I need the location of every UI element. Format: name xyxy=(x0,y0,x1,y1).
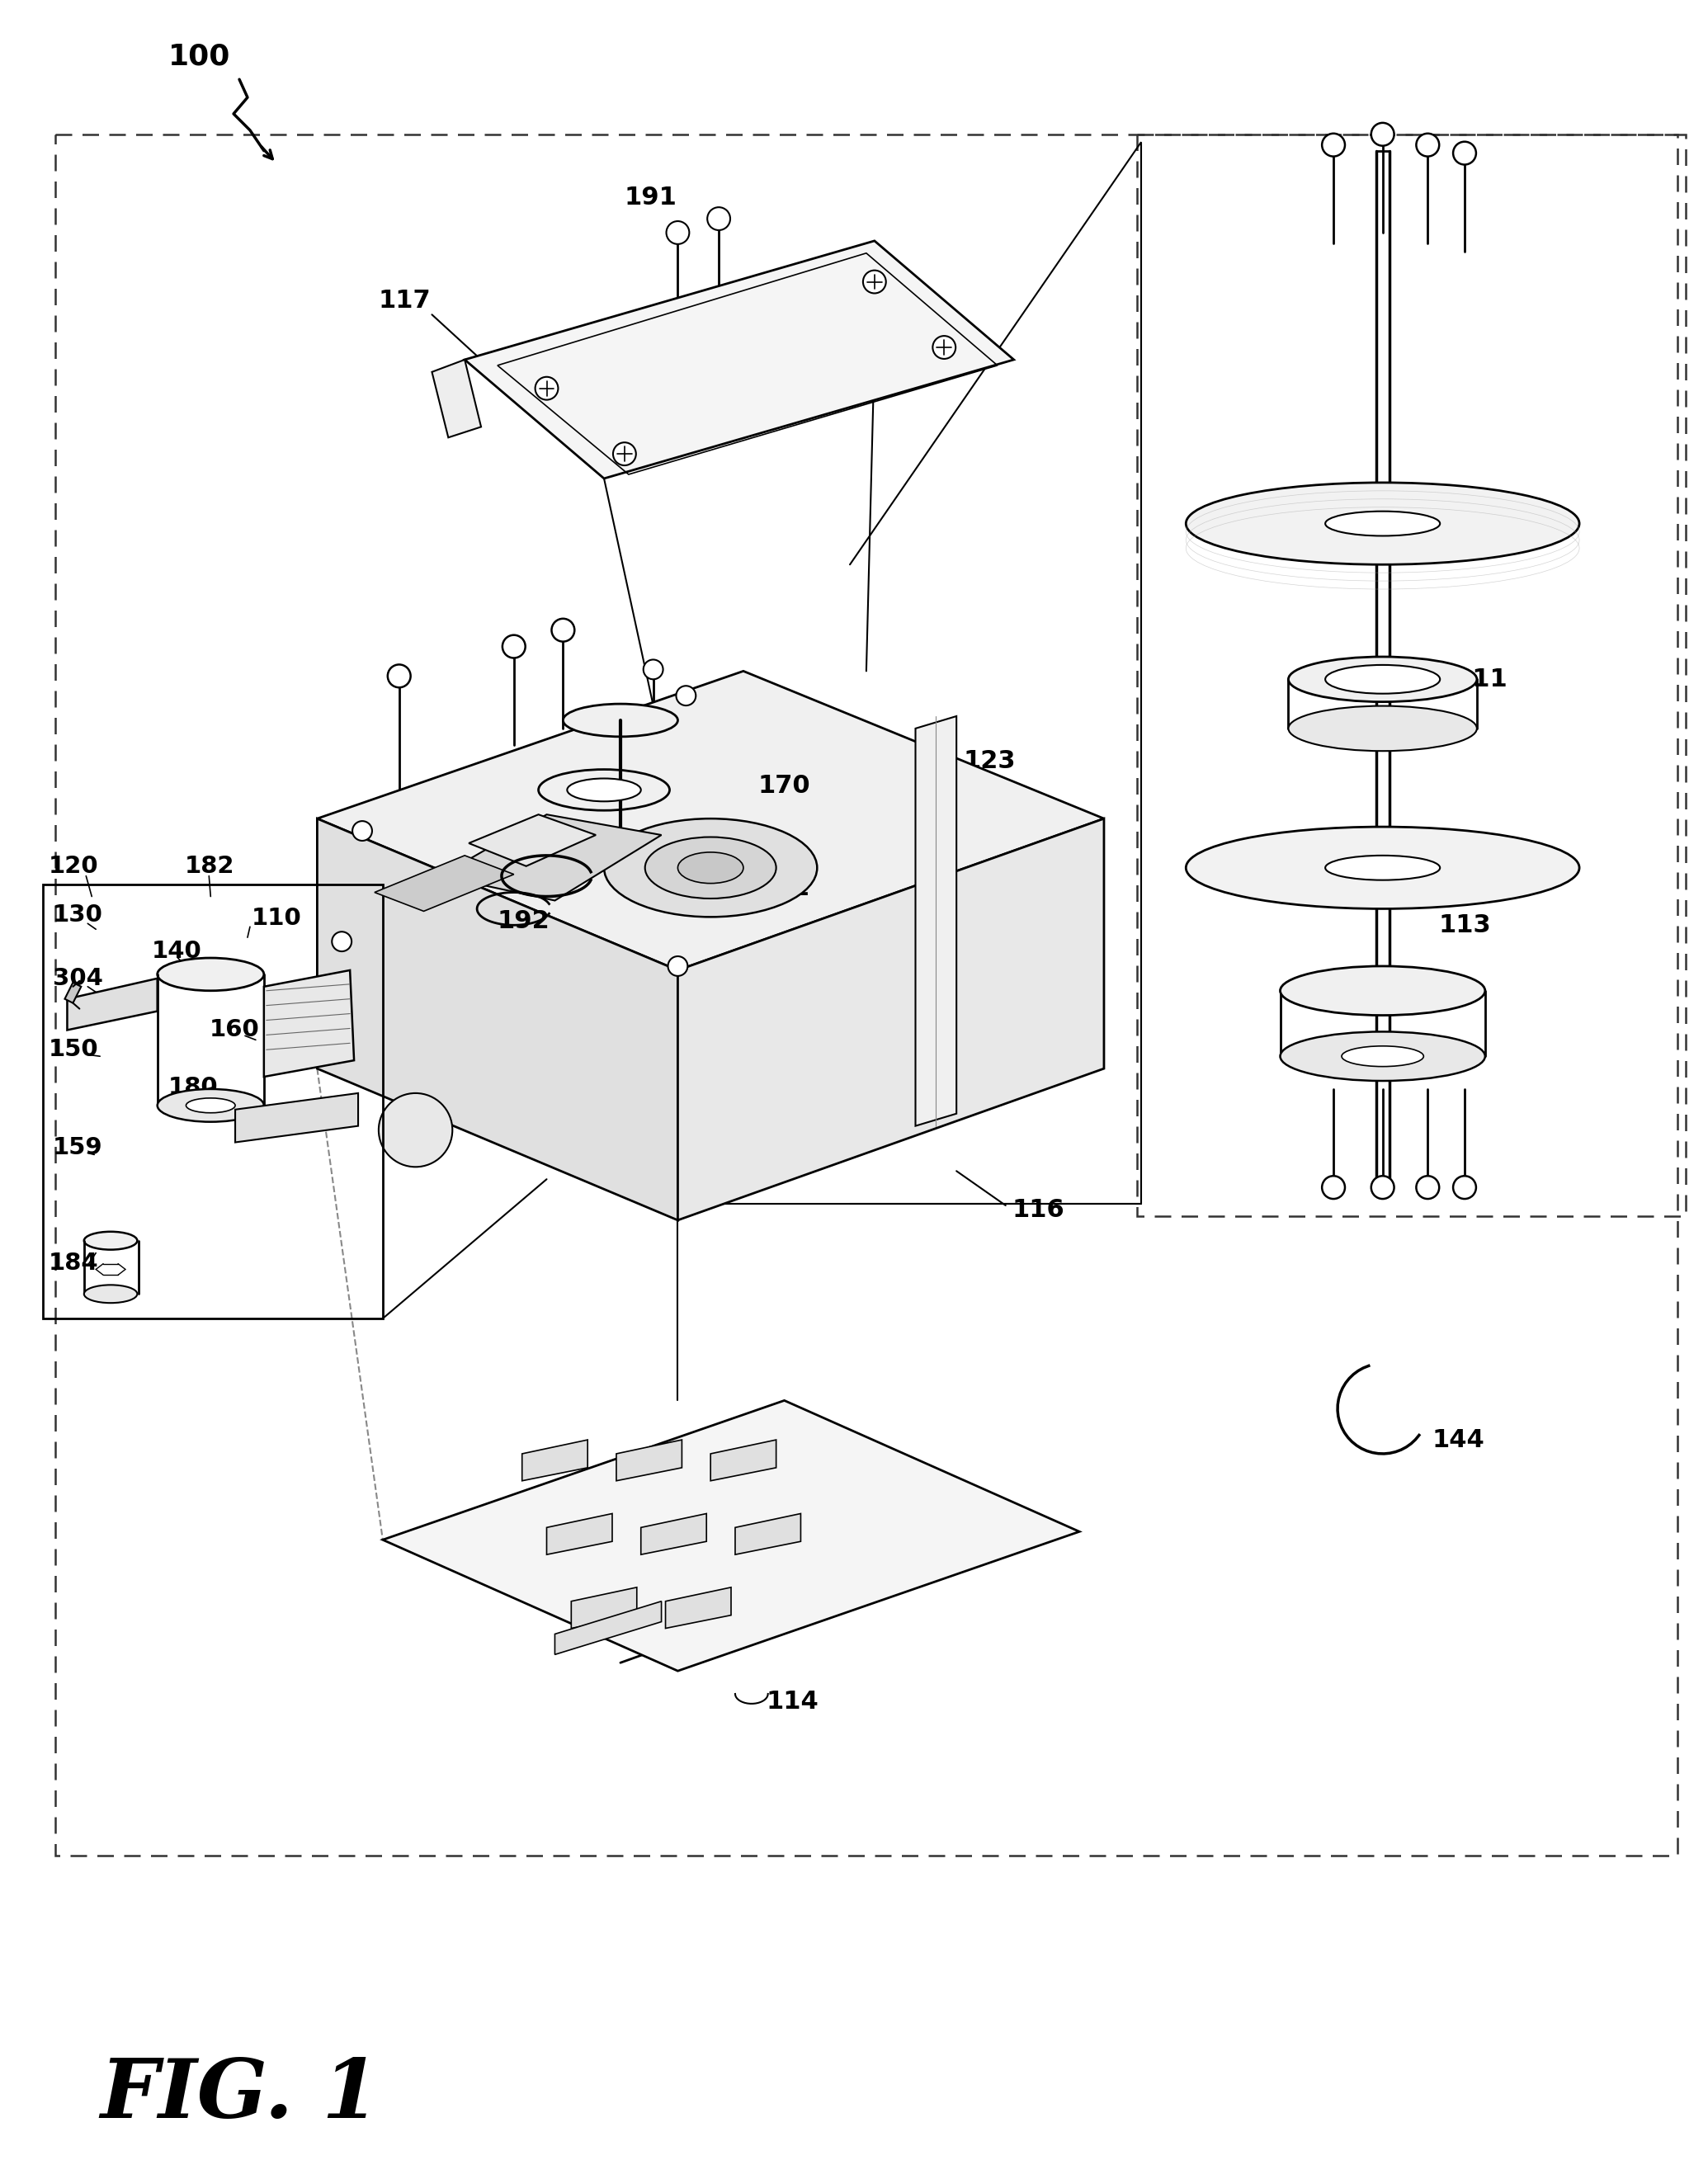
Bar xyxy=(43,883,383,1318)
Text: 150: 150 xyxy=(48,1039,99,1061)
Text: 191: 191 xyxy=(625,186,676,210)
Polygon shape xyxy=(915,717,956,1126)
Text: 116: 116 xyxy=(1013,1199,1064,1223)
Polygon shape xyxy=(441,814,661,901)
Polygon shape xyxy=(547,1513,611,1554)
Circle shape xyxy=(707,208,731,229)
Polygon shape xyxy=(432,359,482,437)
Ellipse shape xyxy=(678,853,743,883)
Circle shape xyxy=(352,821,372,840)
Circle shape xyxy=(552,619,574,641)
Text: 159: 159 xyxy=(53,1137,102,1160)
Ellipse shape xyxy=(157,957,265,992)
Circle shape xyxy=(933,336,956,359)
Text: 144: 144 xyxy=(1431,1429,1484,1453)
Ellipse shape xyxy=(1325,665,1440,693)
Polygon shape xyxy=(555,1602,661,1654)
Text: 117: 117 xyxy=(379,288,430,312)
Ellipse shape xyxy=(1325,855,1440,881)
Ellipse shape xyxy=(1288,706,1477,751)
Text: 170: 170 xyxy=(758,773,811,797)
Circle shape xyxy=(379,1093,453,1167)
Ellipse shape xyxy=(1288,656,1477,701)
Text: 110: 110 xyxy=(251,907,302,931)
Circle shape xyxy=(1454,141,1476,165)
Ellipse shape xyxy=(1281,966,1484,1015)
Circle shape xyxy=(613,442,635,465)
Circle shape xyxy=(668,957,688,976)
Polygon shape xyxy=(318,671,1103,970)
Bar xyxy=(55,134,1677,1855)
Ellipse shape xyxy=(538,769,670,810)
Ellipse shape xyxy=(186,1098,236,1113)
Ellipse shape xyxy=(84,1232,137,1249)
Bar xyxy=(1138,134,1686,1217)
Circle shape xyxy=(1454,1176,1476,1199)
Text: 182: 182 xyxy=(184,855,234,877)
Ellipse shape xyxy=(567,779,640,801)
Polygon shape xyxy=(570,1587,637,1628)
Polygon shape xyxy=(65,983,82,1002)
Polygon shape xyxy=(666,1587,731,1628)
Circle shape xyxy=(676,686,695,706)
Text: 100: 100 xyxy=(167,43,231,71)
Ellipse shape xyxy=(157,1089,265,1121)
Polygon shape xyxy=(678,818,1103,1221)
Ellipse shape xyxy=(1342,1046,1423,1067)
Polygon shape xyxy=(67,979,157,1031)
Polygon shape xyxy=(734,1513,801,1554)
Ellipse shape xyxy=(1281,1033,1484,1080)
Text: 180: 180 xyxy=(167,1076,219,1100)
Ellipse shape xyxy=(605,818,816,918)
Polygon shape xyxy=(711,1440,775,1481)
Text: 113: 113 xyxy=(1438,914,1491,937)
Polygon shape xyxy=(236,1093,359,1143)
Polygon shape xyxy=(374,855,514,911)
Text: 112: 112 xyxy=(1455,520,1506,543)
Circle shape xyxy=(1416,1176,1440,1199)
Ellipse shape xyxy=(564,704,678,736)
Circle shape xyxy=(535,377,559,401)
Circle shape xyxy=(863,271,886,292)
Circle shape xyxy=(388,665,410,688)
Circle shape xyxy=(502,634,526,658)
Circle shape xyxy=(1372,123,1394,145)
Polygon shape xyxy=(640,1513,707,1554)
Circle shape xyxy=(1322,1176,1344,1199)
Ellipse shape xyxy=(1325,511,1440,537)
Circle shape xyxy=(1322,134,1344,156)
Text: 111: 111 xyxy=(1455,667,1508,691)
Circle shape xyxy=(666,221,690,245)
Text: 160: 160 xyxy=(208,1018,260,1041)
Text: FIG. 1: FIG. 1 xyxy=(101,2055,379,2135)
Ellipse shape xyxy=(84,1284,137,1303)
Text: 172: 172 xyxy=(758,877,811,901)
Text: 192: 192 xyxy=(497,909,550,933)
Circle shape xyxy=(1416,134,1440,156)
Ellipse shape xyxy=(1185,827,1580,909)
Circle shape xyxy=(1372,1176,1394,1199)
Text: 114: 114 xyxy=(767,1691,818,1715)
Polygon shape xyxy=(383,1401,1079,1671)
Text: 120: 120 xyxy=(48,855,99,877)
Text: 304: 304 xyxy=(53,968,102,989)
Text: 130: 130 xyxy=(53,903,102,927)
Ellipse shape xyxy=(1185,483,1580,565)
Text: 123: 123 xyxy=(963,749,1015,773)
Polygon shape xyxy=(465,240,1015,478)
Polygon shape xyxy=(318,818,678,1221)
Circle shape xyxy=(331,931,352,950)
Text: 140: 140 xyxy=(152,940,202,963)
Polygon shape xyxy=(265,970,354,1076)
Circle shape xyxy=(644,660,663,680)
Ellipse shape xyxy=(646,838,775,898)
Text: 184: 184 xyxy=(48,1251,99,1275)
Polygon shape xyxy=(617,1440,681,1481)
Polygon shape xyxy=(523,1440,588,1481)
Polygon shape xyxy=(468,814,596,866)
